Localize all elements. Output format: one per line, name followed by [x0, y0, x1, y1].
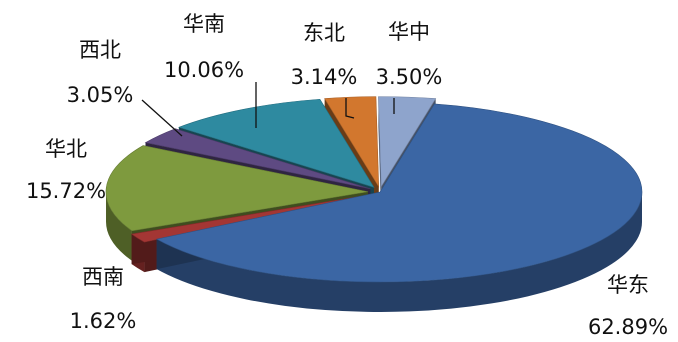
percent-label: 62.89%: [588, 315, 668, 339]
slice-label-huabei: 华北 15.72%: [26, 137, 106, 203]
slice-label-huadong: 华东 62.89%: [588, 273, 668, 339]
pie-slice-huadong: [155, 103, 643, 313]
slice-top: [324, 96, 380, 188]
slice-top: [144, 128, 371, 190]
slice-label-xibei: 西北 3.05%: [67, 38, 134, 107]
slice-side: [106, 191, 132, 261]
category-label: 华东: [607, 273, 649, 297]
category-label: 西南: [82, 265, 124, 289]
slice-label-huanan: 华南 10.06%: [164, 12, 244, 82]
slice-label-huazhong: 华中 3.50%: [376, 20, 443, 89]
pie-slices: [105, 96, 643, 313]
slice-label-xinan: 西南 1.62%: [70, 265, 137, 333]
slice-top: [177, 98, 375, 188]
percent-label: 3.50%: [376, 65, 443, 89]
slice-top: [105, 145, 369, 232]
leader-line: [345, 98, 355, 119]
percent-label: 10.06%: [164, 58, 244, 82]
slice-top: [155, 103, 643, 283]
slice-label-dongbei: 东北 3.14%: [291, 21, 358, 89]
percent-label: 1.62%: [70, 309, 137, 333]
category-label: 东北: [303, 21, 345, 45]
leader-lines: [141, 82, 395, 137]
slice-side: [156, 192, 642, 313]
category-label: 华中: [388, 20, 430, 44]
percent-label: 3.05%: [67, 83, 134, 107]
leader-line: [141, 99, 183, 137]
slice-top: [378, 96, 437, 188]
category-label: 华南: [183, 12, 225, 36]
percent-label: 15.72%: [26, 179, 106, 203]
category-label: 华北: [45, 137, 87, 161]
percent-label: 3.14%: [291, 65, 358, 89]
category-label: 西北: [79, 38, 121, 62]
